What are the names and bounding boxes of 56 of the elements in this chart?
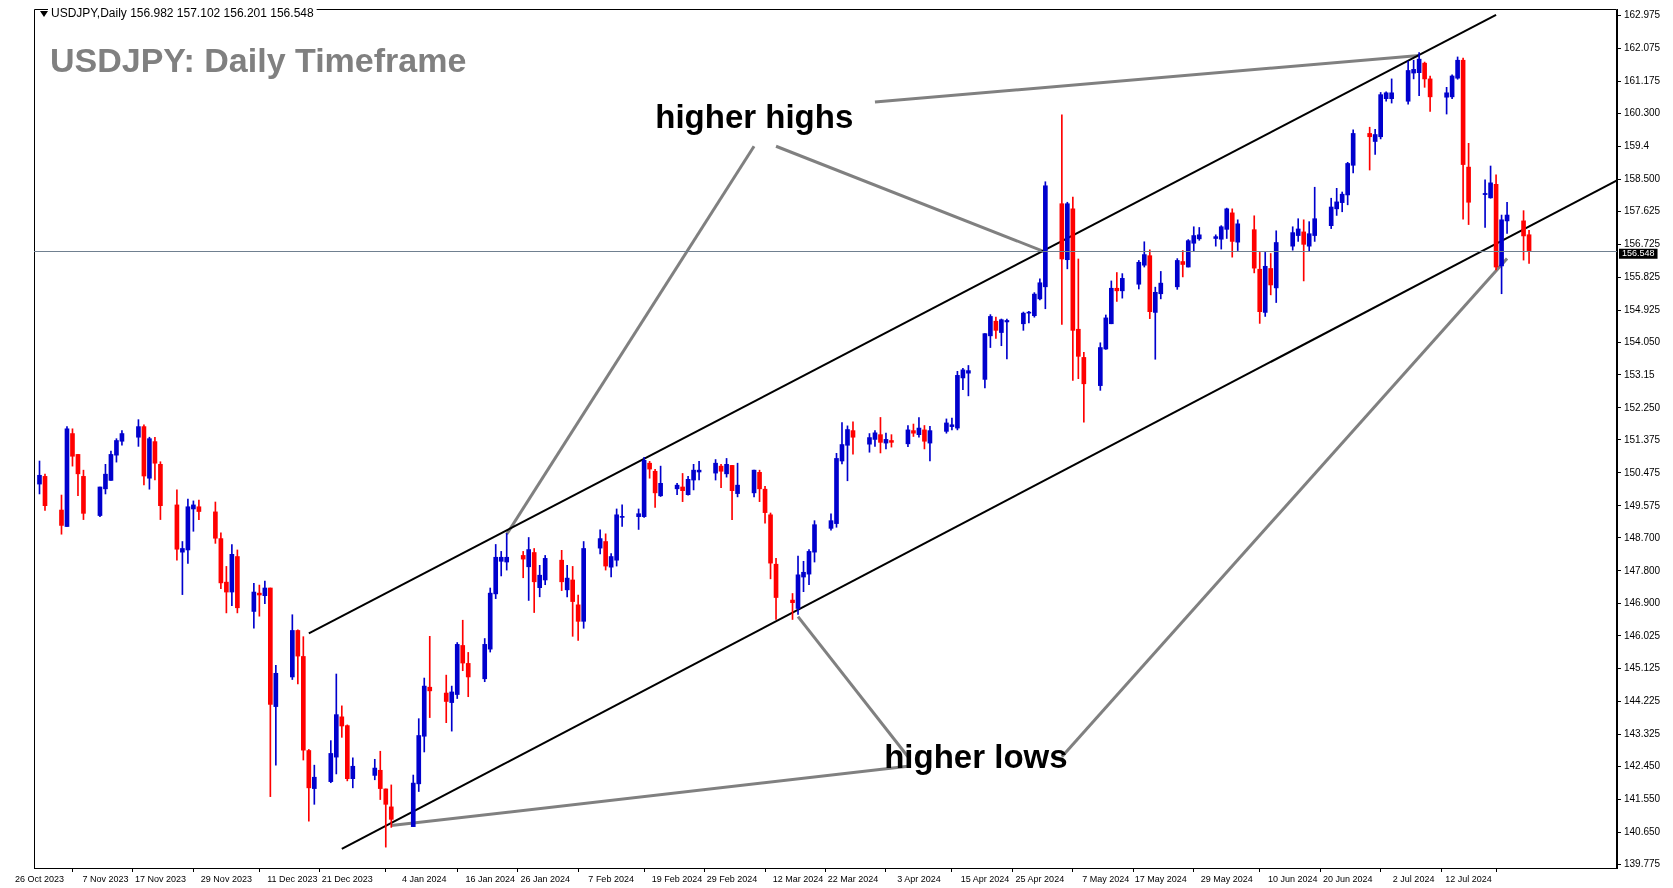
y-tick-label: 157.625 [1624,204,1661,216]
x-tick-label: 7 Nov 2023 [82,873,129,884]
y-tick-label: 143.325 [1624,728,1661,740]
x-tick-label: 26 Oct 2023 [14,873,65,884]
x-tick-label: 3 Apr 2024 [897,873,941,884]
y-tick-label: 160.300 [1624,107,1661,119]
y-tick-label: 139.775 [1624,858,1661,870]
y-tick-label: 152.250 [1624,401,1661,413]
y-tick-label: 140.650 [1624,826,1661,838]
x-tick-label: 22 Mar 2024 [827,873,879,884]
x-tick-label: 11 Dec 2023 [267,873,318,884]
x-tick-label: 26 Jan 2024 [520,873,570,884]
x-tick-label: 15 Apr 2024 [960,873,1010,884]
y-tick-label: 149.575 [1624,499,1661,511]
x-tick-label: 17 Nov 2023 [134,873,186,884]
y-tick-label: 158.500 [1624,172,1661,184]
y-tick-label: 151.375 [1624,433,1661,445]
text: USDJPY: Daily Timeframe [50,41,467,79]
y-tick-label: 156.725 [1624,237,1661,249]
y-tick-label: 146.025 [1624,629,1661,641]
x-tick-label: 21 Dec 2023 [321,873,373,884]
y-tick-label: 154.925 [1624,303,1661,315]
x-tick-label: 17 May 2024 [1134,873,1187,884]
y-tick-label: 154.050 [1624,335,1661,347]
x-tick-label: 20 Jun 2024 [1322,873,1373,884]
x-tick-label: 29 Nov 2023 [200,873,252,884]
x-tick-label: 12 Jul 2024 [1445,873,1492,884]
x-tick-label: 29 Feb 2024 [706,873,758,884]
y-tick-label: 150.475 [1624,466,1661,478]
y-tick-label: 144.225 [1624,695,1661,707]
x-tick-label: 10 Jun 2024 [1267,873,1318,884]
x-tick-label: 25 Apr 2024 [1015,873,1065,884]
y-tick-label: 146.900 [1624,597,1661,609]
annotation: higher highs [655,98,854,136]
y-tick-label: 148.700 [1624,531,1661,543]
x-tick-label: 4 Jan 2024 [401,873,447,884]
x-tick-label: 12 Mar 2024 [772,873,824,884]
x-tick-label: 29 May 2024 [1200,873,1253,884]
y-tick-label: 153.15 [1624,368,1656,380]
y-tick-label: 141.550 [1624,793,1661,805]
y-tick-label: 147.800 [1624,564,1661,576]
y-tick-label: 161.175 [1624,75,1661,87]
x-tick-label: 16 Jan 2024 [465,873,515,884]
y-tick-label: 145.125 [1624,662,1661,674]
x-tick-label: 7 May 2024 [1082,873,1130,884]
y-tick-label: 162.075 [1624,42,1661,54]
y-tick-label: 162.975 [1624,9,1661,21]
y-tick-label: 159.4 [1624,140,1650,151]
y-tick-label: 155.825 [1624,270,1661,282]
chart-subtitle: USDJPY,Daily 156.982 157.102 156.201 156.548 [51,6,314,21]
x-tick-label: 7 Feb 2024 [588,873,634,884]
x-tick-label: 2 Jul 2024 [1392,873,1435,884]
y-tick-label: 142.450 [1624,760,1661,772]
annotation: higher lows [884,738,1068,775]
x-tick-label: 19 Feb 2024 [651,873,703,884]
ref-line-label: 156.548 [1622,248,1655,259]
